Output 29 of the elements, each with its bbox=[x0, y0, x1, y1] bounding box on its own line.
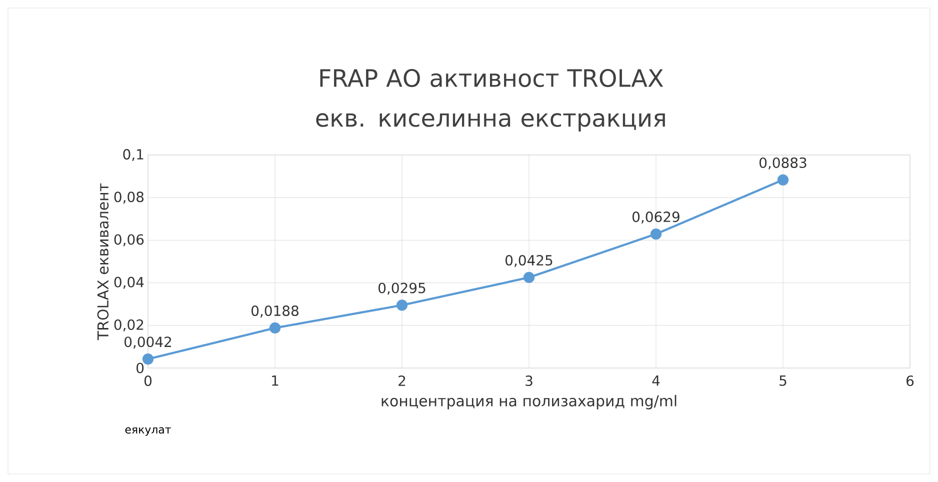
y-tick-label: 0 bbox=[136, 362, 144, 374]
x-tick-label: 5 bbox=[780, 376, 786, 386]
text: еякулат bbox=[125, 427, 171, 436]
point bbox=[269, 322, 281, 334]
point bbox=[777, 174, 789, 186]
y-tick-label: 0,04 bbox=[114, 276, 144, 289]
data-label: 0,0042 bbox=[124, 336, 171, 349]
x-tick-label: 0 bbox=[144, 376, 152, 386]
y-tick-label: 0,1 bbox=[123, 149, 144, 161]
x-tick-label: 4 bbox=[652, 376, 660, 386]
data-label: 0,0629 bbox=[632, 212, 680, 224]
point bbox=[523, 272, 535, 284]
data-label: 0,0883 bbox=[760, 157, 806, 170]
x-tick-label: 6 bbox=[906, 376, 914, 386]
y-axis-title: TROLAX еквивалент bbox=[97, 183, 109, 340]
data-label: 0,0295 bbox=[378, 282, 426, 295]
x-tick-label: 2 bbox=[398, 376, 406, 386]
data-label: 0,0425 bbox=[506, 255, 552, 267]
chart-title: FRAP АО активност TROLAX екв. киселинна екстракция bbox=[316, 68, 665, 132]
y-tick-label: 0,08 bbox=[114, 192, 144, 204]
data-label: 0,0188 bbox=[252, 305, 298, 318]
x-tick-label: 1 bbox=[272, 376, 278, 386]
x-tick-label: 3 bbox=[526, 376, 532, 386]
x-axis-title: концентрация на полизахарид mg/ml bbox=[382, 394, 676, 410]
point bbox=[142, 353, 154, 365]
point bbox=[396, 300, 408, 311]
point bbox=[650, 228, 662, 240]
y-tick-label: 0,06 bbox=[114, 234, 144, 246]
y-tick-label: 0,02 bbox=[114, 319, 144, 332]
